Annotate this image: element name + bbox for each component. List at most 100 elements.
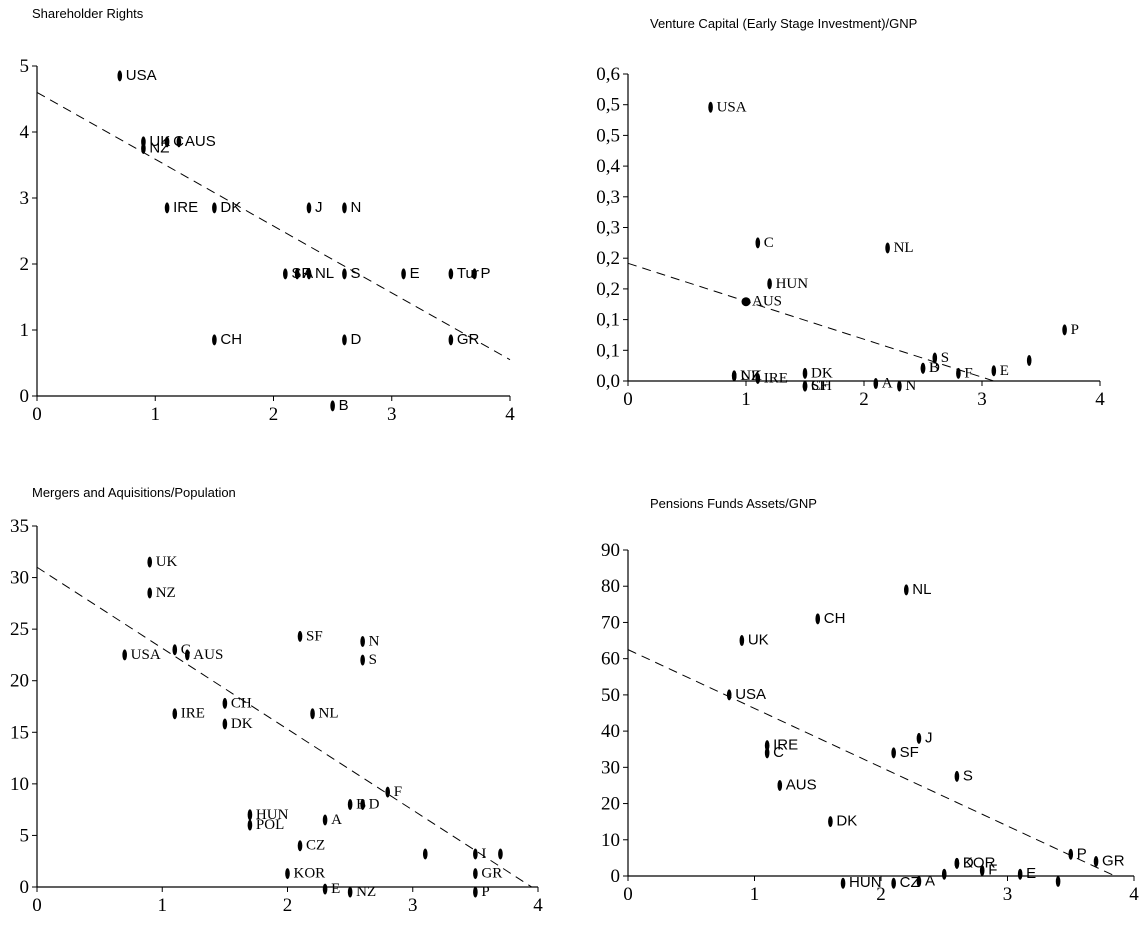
data-label: CH	[824, 610, 846, 627]
y-tick-label: 60	[601, 649, 620, 670]
data-label: KOR	[963, 854, 996, 871]
trend-line	[627, 649, 1116, 877]
data-label: C	[181, 642, 191, 658]
x-tick-label: 1	[158, 895, 168, 916]
data-point	[297, 630, 303, 642]
data-label: CH	[220, 331, 242, 348]
data-point	[322, 883, 328, 895]
data-point	[164, 202, 170, 214]
data-label: DK	[231, 716, 253, 732]
data-label: D	[929, 360, 940, 376]
data-label: CH	[231, 695, 252, 711]
data-label: S	[963, 767, 973, 784]
data-point	[294, 268, 300, 280]
data-label: IRE	[173, 199, 198, 216]
x-tick-label: 3	[408, 895, 418, 916]
data-label: D	[350, 331, 361, 348]
data-point	[172, 708, 178, 720]
data-label: E	[1026, 865, 1036, 882]
y-tick-label: 0,0	[596, 371, 620, 392]
y-tick-label: 5	[20, 56, 30, 77]
data-point	[360, 654, 365, 666]
data-label: USA	[717, 99, 747, 115]
data-point	[1055, 875, 1061, 887]
y-tick-label: 0,2	[596, 248, 620, 269]
y-tick-label: 30	[10, 568, 29, 589]
data-label: S	[941, 350, 949, 366]
data-point	[147, 587, 153, 599]
data-label: B	[339, 397, 349, 414]
y-tick-label: 40	[601, 721, 620, 742]
data-point	[247, 819, 253, 831]
data-label: NL	[315, 265, 334, 282]
y-tick-label: 10	[10, 774, 29, 795]
y-tick-label: 0,3	[596, 187, 620, 208]
data-label: A	[925, 872, 935, 889]
trend-line	[36, 91, 511, 361]
data-label: GR	[457, 331, 480, 348]
data-point	[422, 848, 428, 860]
y-tick-label: 0,2	[596, 279, 620, 300]
data-label: HUN	[849, 874, 882, 891]
data-label: DK	[220, 199, 241, 216]
data-label: CZ	[900, 874, 920, 891]
data-label: D	[369, 796, 380, 812]
data-point	[1093, 856, 1099, 868]
data-label: NZ	[156, 585, 176, 601]
data-point	[401, 268, 406, 280]
y-tick-label: 90	[601, 540, 620, 561]
data-label: E	[331, 881, 340, 897]
data-point	[473, 848, 478, 860]
data-point	[473, 886, 478, 898]
data-label: IRE	[181, 706, 205, 722]
y-tick-label: 2	[20, 254, 30, 275]
data-point	[891, 877, 896, 889]
data-point	[731, 370, 737, 382]
data-label: NZ	[740, 368, 760, 384]
x-tick-label: 0	[623, 884, 633, 905]
data-point	[212, 202, 217, 214]
y-tick-label: 0	[20, 877, 30, 898]
data-point	[385, 786, 391, 798]
data-point	[777, 779, 783, 791]
data-label: NL	[894, 240, 914, 256]
data-label: N	[369, 634, 380, 650]
data-label: GR	[481, 866, 502, 882]
data-label: B	[929, 360, 939, 376]
data-point	[310, 708, 315, 720]
data-label: C	[764, 235, 774, 251]
data-point	[122, 649, 127, 661]
data-point	[176, 136, 182, 148]
data-label: DK	[836, 813, 857, 830]
x-tick-label: 4	[1095, 389, 1105, 410]
data-point	[185, 649, 190, 661]
data-label: KOR	[294, 866, 326, 882]
y-tick-label: 20	[10, 671, 29, 692]
data-point	[979, 865, 985, 877]
trend-line	[36, 566, 533, 888]
data-label: P	[1077, 845, 1087, 862]
data-point	[932, 352, 938, 364]
x-tick-label: 4	[533, 895, 543, 916]
x-tick-label: 4	[505, 404, 515, 425]
data-label: DK	[811, 365, 833, 381]
data-label: AUS	[193, 647, 223, 663]
x-tick-label: 0	[623, 389, 633, 410]
data-label: S	[369, 652, 377, 668]
data-point	[347, 798, 353, 810]
data-point	[322, 814, 328, 826]
data-label: N	[905, 378, 916, 394]
data-point	[222, 718, 228, 730]
chart-title: Mergers and Aquisitions/Population	[32, 485, 236, 500]
y-tick-label: 0,3	[596, 218, 620, 239]
data-point	[815, 613, 821, 625]
data-point	[448, 268, 454, 280]
y-tick-label: 0,4	[596, 156, 620, 177]
y-tick-label: 10	[601, 830, 620, 851]
data-point	[920, 362, 926, 374]
data-point	[764, 747, 770, 759]
data-point	[916, 875, 922, 887]
data-point	[755, 237, 761, 249]
data-point	[954, 770, 960, 782]
